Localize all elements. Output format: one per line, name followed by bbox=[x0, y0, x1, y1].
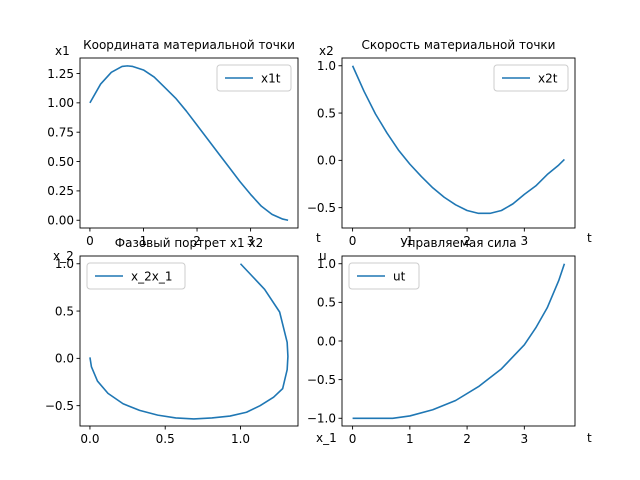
y-tick-label: 0.5 bbox=[317, 296, 336, 310]
series-line-1 bbox=[352, 263, 566, 420]
y-tick-label: −0.5 bbox=[307, 201, 336, 215]
x-tick-label: 3 bbox=[521, 432, 529, 446]
x-tick-label: 0 bbox=[349, 234, 357, 248]
x-tick-label: 0.5 bbox=[156, 432, 175, 446]
y-tick-label: 0.0 bbox=[317, 334, 336, 348]
x-axis-label: t bbox=[316, 231, 321, 245]
y-tick-label: 1.0 bbox=[55, 257, 74, 271]
y-tick-label: 0.5 bbox=[317, 106, 336, 120]
y-tick-label: 0.0 bbox=[317, 154, 336, 168]
x-axis-label: t bbox=[587, 231, 592, 245]
x-tick-label: 1 bbox=[406, 432, 414, 446]
y-tick-label: −0.5 bbox=[45, 399, 74, 413]
x-tick-label: 2 bbox=[463, 432, 471, 446]
axes-frame bbox=[79, 57, 299, 229]
y-tick-label: 0.25 bbox=[47, 184, 74, 198]
subplot-2: 0 1 2 3 −0.5 0.0 0.5 1.0 Скорость материальной т… bbox=[307, 38, 592, 248]
x-tick-label: 2 bbox=[463, 234, 471, 248]
y-axis-label: x_2 bbox=[53, 249, 74, 263]
y-tick-label: 0.50 bbox=[47, 155, 74, 169]
subplot-title: Скорость материальной точки bbox=[362, 38, 556, 52]
x-tick-label: 1 bbox=[140, 234, 148, 248]
subplot-1: 0 1 2 3 0.00 0.25 0.50 0.75 1.00 1.25 Координата м… bbox=[47, 38, 321, 248]
y-tick-label: 0.5 bbox=[55, 304, 74, 318]
y-tick-label: −0.5 bbox=[307, 373, 336, 387]
legend-box bbox=[493, 64, 569, 92]
axes-frame bbox=[341, 57, 576, 229]
x-tick-label: 0.0 bbox=[80, 432, 99, 446]
y-tick-label: 0.00 bbox=[47, 214, 74, 228]
legend-box bbox=[86, 262, 186, 290]
subplot-3: 0.0 0.5 1.0 −0.5 0.0 0.5 1.0 Фазовый портрет x1… bbox=[45, 236, 337, 446]
legend-label: x2t bbox=[538, 72, 558, 86]
y-tick-label: 0.0 bbox=[55, 352, 74, 366]
y-tick-label: 1.00 bbox=[47, 96, 74, 110]
series-line-1 bbox=[89, 65, 289, 222]
x-axis-label: t bbox=[587, 431, 592, 445]
legend-label: ut bbox=[393, 270, 406, 284]
y-tick-label: 1.0 bbox=[317, 59, 336, 73]
x-tick-label: 2 bbox=[193, 234, 201, 248]
series-line-1 bbox=[351, 65, 565, 215]
x-axis-label: x_1 bbox=[316, 431, 337, 445]
legend-label: x_2x_1 bbox=[131, 270, 172, 284]
x-tick-label: 1 bbox=[406, 234, 414, 248]
y-axis-label: x2 bbox=[319, 44, 334, 58]
x-tick-label: 3 bbox=[247, 234, 255, 248]
series-line-1 bbox=[89, 263, 289, 420]
y-axis-label: u bbox=[319, 249, 327, 263]
legend-label: x1t bbox=[261, 72, 281, 86]
y-tick-label: 1.0 bbox=[317, 257, 336, 271]
subplot-title: Управляемая сила bbox=[400, 236, 516, 250]
y-tick-label: 0.75 bbox=[47, 125, 74, 139]
x-tick-label: 0 bbox=[86, 234, 94, 248]
x-tick-label: 1.0 bbox=[231, 432, 250, 446]
x-tick-label: 0 bbox=[349, 432, 357, 446]
x-tick-label: 3 bbox=[521, 234, 529, 248]
subplot-title: Координата материальной точки bbox=[83, 38, 295, 52]
axes-frame bbox=[79, 255, 299, 427]
y-axis-label: x1 bbox=[55, 44, 70, 58]
y-tick-label: 1.25 bbox=[47, 67, 74, 81]
y-tick-label: −1.0 bbox=[307, 412, 336, 426]
subplot-title: Фазовый портрет x1 x2 bbox=[115, 236, 263, 250]
legend-box bbox=[216, 64, 292, 92]
